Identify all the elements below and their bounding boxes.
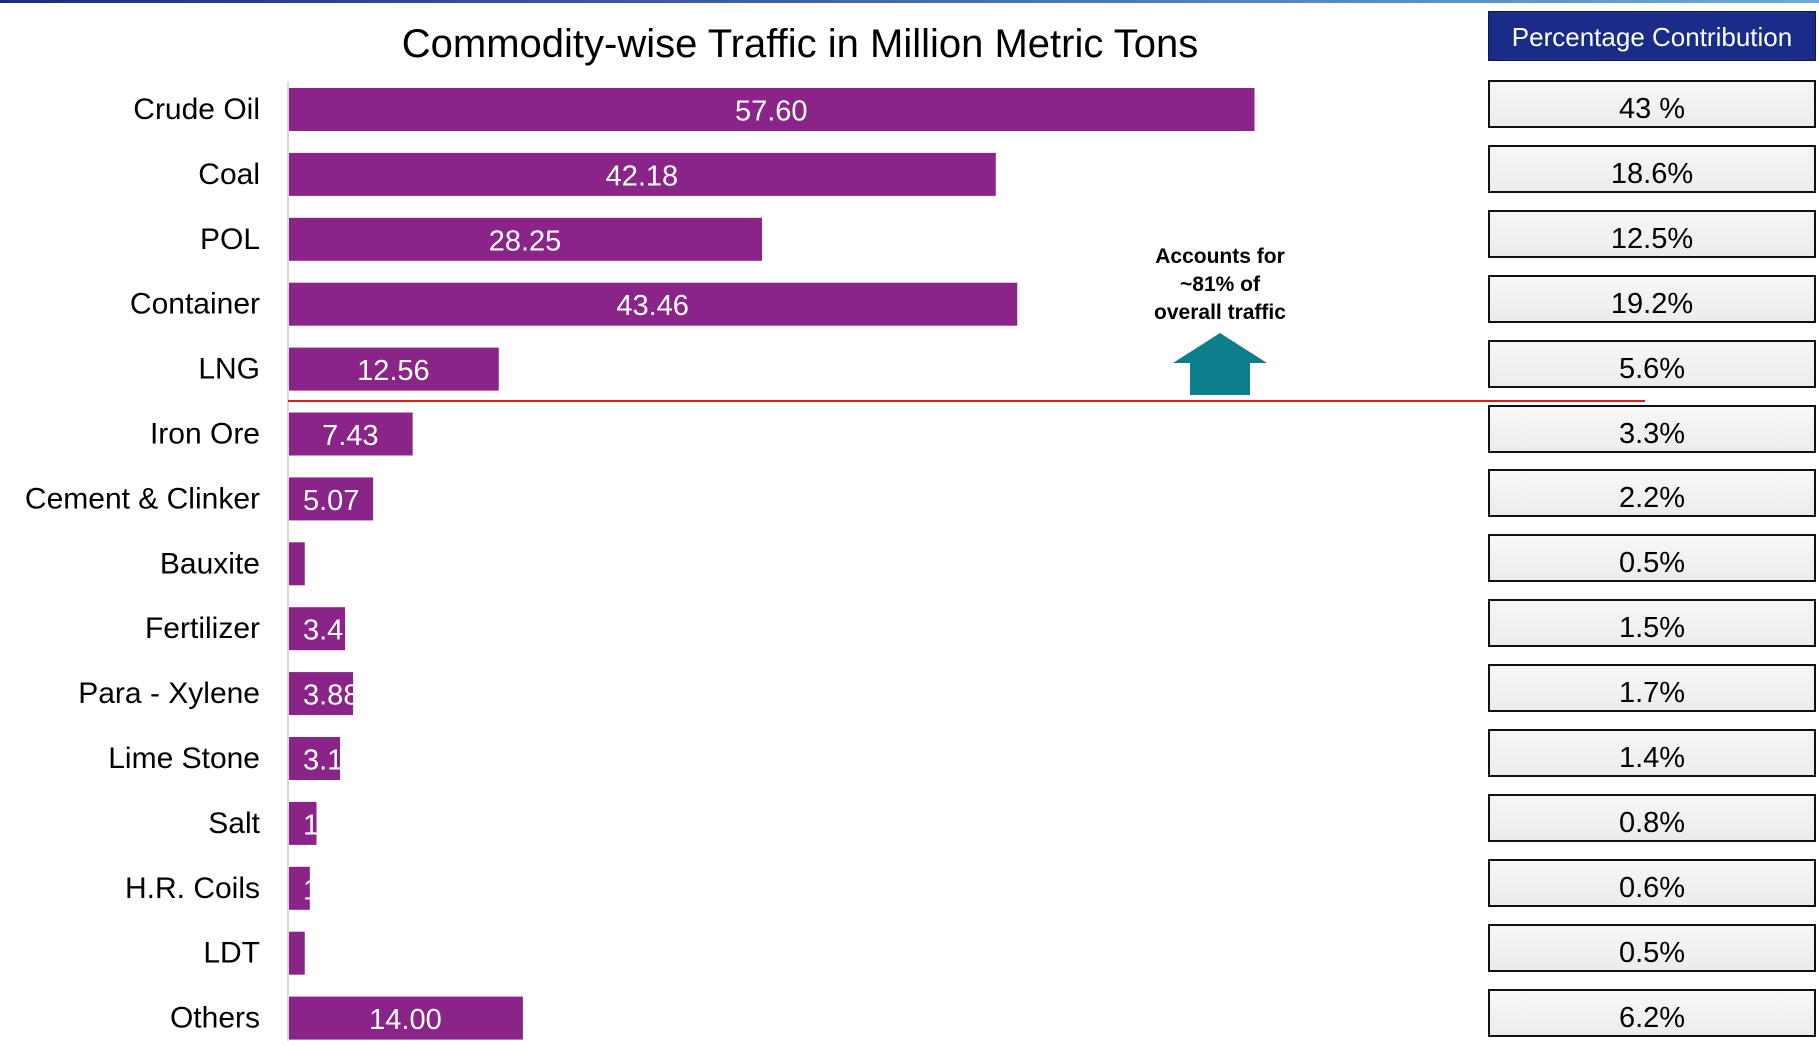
- percentage-cell: 1.7%: [1488, 664, 1816, 713]
- bar-0: [288, 88, 1255, 131]
- up-arrow-icon: [1173, 333, 1267, 395]
- category-label: Bauxite: [160, 547, 260, 580]
- annotation-line-1: Accounts for: [1155, 245, 1285, 268]
- value-label: 42.18: [606, 160, 679, 192]
- category-label: Para - Xylene: [78, 677, 260, 710]
- value-label: 57.60: [735, 96, 808, 128]
- value-label: 3.88: [303, 680, 359, 712]
- percentage-cell: 18.6%: [1488, 144, 1816, 193]
- value-label: 3.4: [303, 615, 343, 647]
- bars-layer: Crude Oil 57.60 Coal 42.18 POL 28.25 Container…: [25, 88, 1255, 1040]
- category-label: Iron Ore: [150, 418, 260, 451]
- category-label: LNG: [198, 353, 260, 386]
- percentage-cell: 0.5%: [1488, 923, 1816, 972]
- category-label: Salt: [208, 807, 260, 840]
- percentage-cell: 2.2%: [1488, 469, 1816, 518]
- category-label: Coal: [198, 158, 260, 191]
- bar-13: [288, 931, 305, 975]
- category-label: Fertilizer: [145, 612, 260, 645]
- annotation-text: Accounts for ~81% of overall traffic: [1120, 243, 1320, 327]
- category-label: POL: [200, 223, 260, 256]
- value-label: 3.1: [303, 745, 343, 777]
- annotation-line-2: ~81% of: [1180, 273, 1260, 296]
- category-label: LDT: [203, 937, 260, 970]
- bar-4: [288, 347, 499, 391]
- value-label: 28.25: [489, 225, 562, 257]
- bar-2: [288, 217, 763, 261]
- percentage-cell: 1.5%: [1488, 599, 1816, 648]
- percentage-cell: 0.8%: [1488, 793, 1816, 842]
- bar-14: [288, 996, 523, 1040]
- value-label: 1: [303, 874, 319, 906]
- bar-7: [288, 542, 305, 586]
- bar-12: [288, 866, 310, 910]
- bar-9: [288, 672, 354, 716]
- percentage-cell: 43 %: [1488, 80, 1816, 128]
- top-accent-line: [0, 0, 1819, 3]
- bar-11: [288, 801, 317, 845]
- category-label: Lime Stone: [108, 742, 260, 775]
- bar-1: [288, 152, 996, 196]
- percentage-cell: 19.2%: [1488, 274, 1816, 323]
- chart-title: Commodity-wise Traffic in Million Metric…: [401, 22, 1199, 66]
- percentage-cell: 0.6%: [1488, 858, 1816, 907]
- value-label: 1: [303, 809, 319, 841]
- category-label: H.R. Coils: [125, 872, 260, 905]
- bar-5: [288, 412, 413, 456]
- bar-6: [288, 477, 374, 521]
- value-label: 14.00: [369, 1004, 442, 1036]
- category-label: Crude Oil: [133, 93, 260, 126]
- value-label: 7.43: [322, 420, 378, 452]
- value-label: 1: [303, 939, 319, 971]
- bar-3: [288, 282, 1018, 326]
- bar-8: [288, 607, 346, 651]
- annotation-line-3: overall traffic: [1154, 301, 1286, 324]
- percentage-cell: 0.5%: [1488, 534, 1816, 583]
- percentage-cell: 5.6%: [1488, 339, 1816, 388]
- value-label: 43.46: [616, 290, 689, 322]
- percentage-cell: 6.2%: [1488, 988, 1816, 1037]
- bar-10: [288, 737, 341, 780]
- category-label: Container: [130, 288, 260, 321]
- percentage-header: Percentage Contribution: [1488, 11, 1816, 61]
- value-label: 12.56: [357, 355, 430, 387]
- percentage-cell: 3.3%: [1488, 404, 1816, 453]
- category-label: Others: [170, 1002, 260, 1035]
- percentage-cell: 1.4%: [1488, 729, 1816, 777]
- percentage-cell: 12.5%: [1488, 209, 1816, 258]
- value-label: 5.07: [303, 485, 359, 517]
- category-label: Cement & Clinker: [25, 482, 260, 515]
